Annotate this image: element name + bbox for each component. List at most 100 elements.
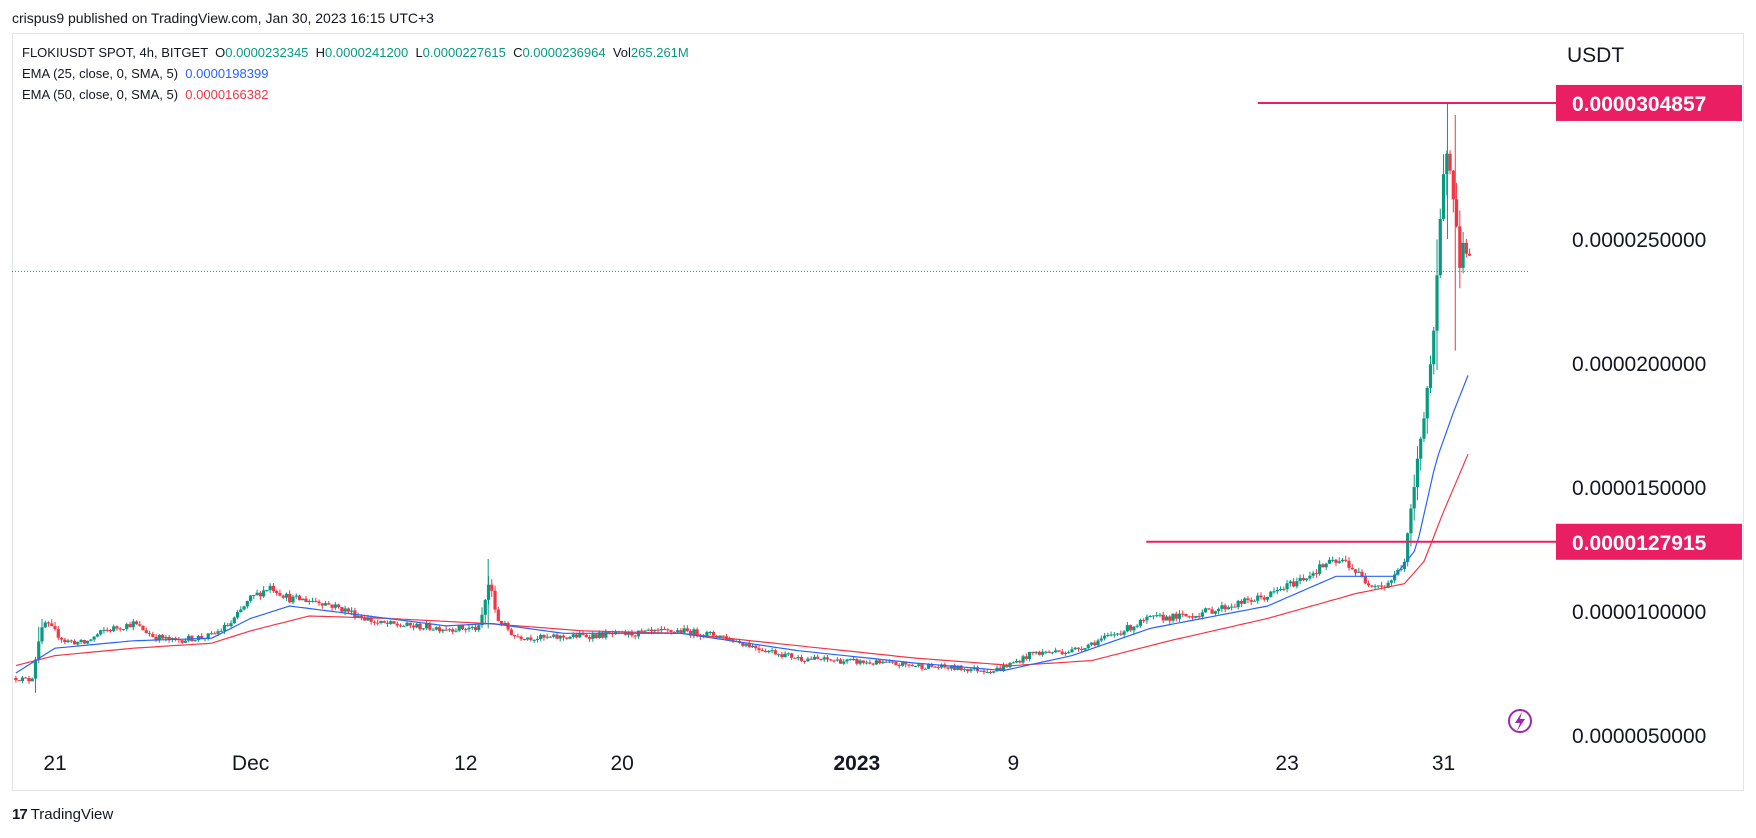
candle [1353,569,1358,577]
candle-body [76,641,80,645]
candle-body [372,621,377,623]
candle-body [568,636,572,639]
candle [451,627,455,635]
candle-body [675,630,680,633]
candle [392,620,396,625]
candle [1057,650,1061,653]
candle-body [558,635,562,639]
candle [1184,613,1188,617]
candle [226,622,230,627]
candle-body [561,635,566,638]
candle [72,639,77,645]
candle [1223,603,1227,613]
candle-body [851,659,856,661]
candle [578,630,582,639]
candle-body [229,623,233,627]
candle [1468,248,1472,257]
candle [33,656,38,693]
candle [314,597,318,603]
candle-body [601,632,605,638]
candle-body [252,594,256,596]
candle-body [268,585,272,591]
candle [1249,597,1253,605]
candle [1158,612,1162,618]
candle-body [258,592,262,597]
tradingview-logo[interactable]: 17 TradingView [12,806,113,823]
candle-body [1357,571,1361,573]
candle-body [1448,153,1452,171]
candle-body [180,640,184,643]
candle [1148,614,1152,618]
candle-body [946,667,950,669]
candle [985,669,989,673]
candle [473,624,478,633]
candle [438,624,442,634]
candle-body [1050,652,1055,654]
time-tick-label: 21 [43,752,66,775]
candle [1269,590,1273,598]
candle-body [1272,591,1276,593]
candle [979,670,983,672]
candle-body [587,637,592,639]
publish-line: crispus9 published on TradingView.com, J… [12,10,434,26]
candle [1135,624,1139,629]
candle-body [861,660,865,663]
candle [310,597,315,603]
candle [50,619,54,627]
candle-body [897,665,901,667]
candle-body [405,622,409,627]
candle [1393,570,1397,584]
candle-body [398,625,403,627]
candle-body [1379,585,1384,587]
candle [219,628,223,632]
candle [542,634,546,641]
candle-body [1246,598,1250,600]
candle [14,675,18,683]
candle-body [1373,586,1377,588]
candle-body [1155,615,1159,617]
candle [1428,355,1433,394]
candle-body [248,595,253,601]
candle-body [649,629,654,632]
candle-body [333,604,337,608]
candle-body [1318,564,1322,574]
candle-body [14,677,18,681]
candle-body [200,635,204,639]
candle [558,635,562,642]
candle [832,659,836,663]
candle [89,638,93,642]
candle-body [1422,418,1426,439]
candle-body [640,630,644,632]
candles [14,102,1472,693]
candle-body [1412,487,1416,509]
flash-icon[interactable] [1508,709,1532,733]
candle-body [799,657,804,661]
candle [405,620,409,627]
candle [522,638,526,641]
candle-body [718,635,722,638]
candle-body [695,629,699,636]
horizontal-levels: 0.0000304857 0.0000127915 [1146,84,1742,560]
candle-body [131,621,135,628]
candle [754,645,758,651]
candle [454,628,458,633]
candle [1145,614,1149,624]
candle [330,604,334,611]
level-price-label: 0.0000127915 [1572,532,1707,555]
candle-body [969,669,973,672]
candle [894,660,898,666]
candle [431,627,435,631]
candle [1366,580,1371,587]
candle-body [160,634,165,639]
candle [43,620,47,629]
candle [37,626,41,664]
candle [1226,605,1231,610]
candle-body [1259,595,1263,598]
candle [1252,599,1257,602]
chart-frame[interactable] [12,33,1744,791]
candle [1259,592,1263,600]
candle-body [1278,589,1283,591]
candle-body [86,640,90,644]
candle-body [164,637,168,639]
